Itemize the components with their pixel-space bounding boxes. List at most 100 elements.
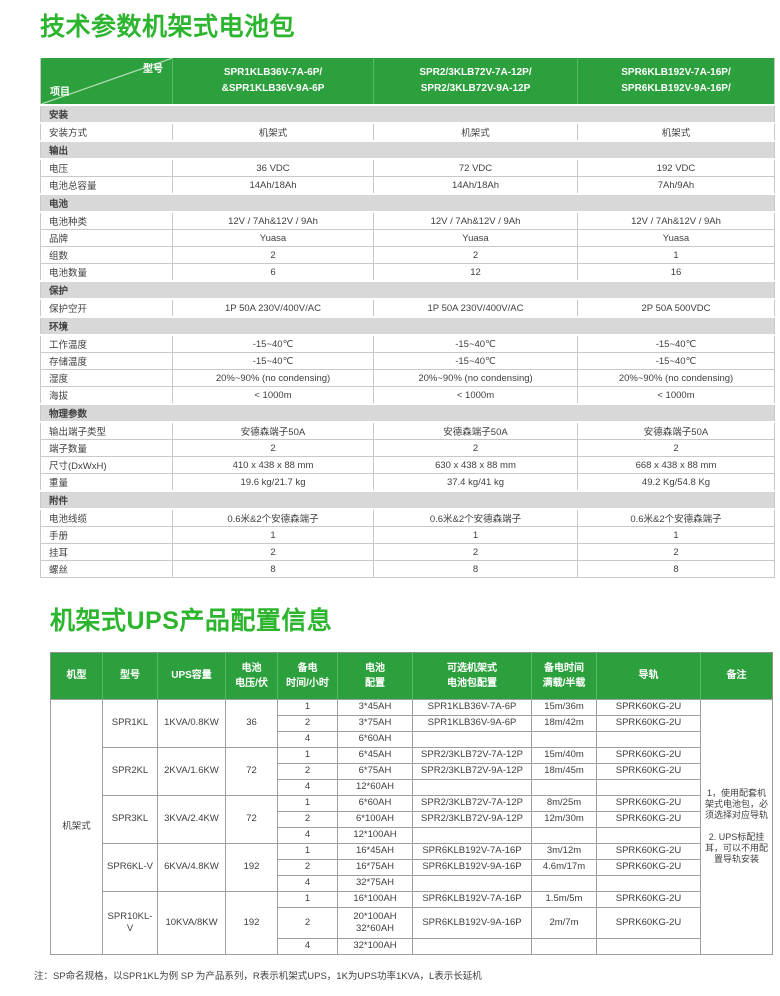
battery-config-cell: 20*100AH 32*60AH bbox=[337, 906, 413, 939]
runtime-cell bbox=[531, 778, 597, 796]
footnote: 注：SP命名规格，以SPR1KL为例 SP 为产品系列，R表示机架式UPS，1K… bbox=[34, 970, 482, 982]
spec-value-cell: 630 x 438 x 88 mm bbox=[373, 456, 578, 474]
spec-value-cell: 机架式 bbox=[172, 122, 374, 142]
spec-value-cell: 机架式 bbox=[373, 122, 578, 142]
spec-value-cell: 8 bbox=[373, 560, 578, 578]
battery-config-cell: 6*60AH bbox=[337, 794, 413, 812]
spec-value-cell: -15~40℃ bbox=[172, 334, 374, 353]
battery-config-cell: 16*100AH bbox=[337, 890, 413, 908]
backup-hours-cell: 2 bbox=[277, 810, 338, 828]
backup-hours-cell: 1 bbox=[277, 890, 338, 908]
rail-cell: SPRK60KG-2U bbox=[596, 714, 701, 732]
runtime-cell: 3m/12m bbox=[531, 842, 597, 860]
spec-row-label: 电池种类 bbox=[40, 211, 173, 230]
battery-config-cell: 16*75AH bbox=[337, 858, 413, 876]
runtime-cell: 8m/25m bbox=[531, 794, 597, 812]
config-row: SPR6KL-V 6KVA/4.8KW 192 1 16*45AH SPR6KLB192V… bbox=[51, 842, 773, 892]
backup-hours-cell: 4 bbox=[277, 826, 338, 844]
battery-voltage-cell: 192 bbox=[225, 890, 278, 955]
spec-value-cell: < 1000m bbox=[172, 386, 374, 405]
pack-config-cell: SPR1KLB36V-7A-6P bbox=[412, 698, 532, 716]
pack-config-cell: SPR2/3KLB72V-9A-12P bbox=[412, 762, 532, 780]
ups-capacity-cell: 1KVA/0.8KW bbox=[157, 698, 226, 748]
rail-cell: SPRK60KG-2U bbox=[596, 794, 701, 812]
spec-section-row: 物理参数 bbox=[40, 403, 775, 423]
spec-row-label: 电池线缆 bbox=[40, 508, 173, 527]
battery-voltage-cell: 192 bbox=[225, 842, 278, 892]
runtime-cell: 18m/42m bbox=[531, 714, 597, 732]
spec-value-cell: 安德森端子50A bbox=[172, 421, 374, 440]
spec-section-row: 环境 bbox=[40, 316, 775, 336]
spec-value-cell: 1P 50A 230V/400V/AC bbox=[373, 298, 578, 318]
spec-row-label: 挂耳 bbox=[40, 543, 173, 561]
spec-row-label: 螺丝 bbox=[40, 560, 173, 578]
config-header-voltage: 电池 电压/伏 bbox=[225, 652, 278, 699]
spec-value-cell: 2 bbox=[577, 439, 775, 457]
spec-row-label: 输出端子类型 bbox=[40, 421, 173, 440]
backup-hours-cell: 1 bbox=[277, 746, 338, 764]
battery-config-cell: 32*75AH bbox=[337, 874, 413, 892]
spec-row-label: 湿度 bbox=[40, 369, 173, 387]
backup-hours-cell: 4 bbox=[277, 937, 338, 955]
rail-cell: SPRK60KG-2U bbox=[596, 698, 701, 716]
spec-table-header: 型号 项目 SPR1KLB36V-7A-6P/ &SPR1KLB36V-9A-6… bbox=[40, 57, 775, 105]
config-header-ups-capacity: UPS容量 bbox=[157, 652, 226, 699]
ups-capacity-cell: 6KVA/4.8KW bbox=[157, 842, 226, 892]
spec-value-cell: 1 bbox=[577, 526, 775, 544]
spec-value-cell: 2 bbox=[373, 439, 578, 457]
spec-section-name: 环境 bbox=[40, 316, 775, 336]
pack-config-cell: SPR1KLB36V-9A-6P bbox=[412, 714, 532, 732]
pack-config-cell bbox=[412, 730, 532, 748]
spec-table-body: 安装 安装方式 机架式 机架式 机架式 输出 电压 36 VDC 72 VDC 192 VDC 电池… bbox=[40, 104, 775, 578]
config-row: 机架式 SPR1KL 1KVA/0.8KW 36 1 3*45AH SPR1KLB36V-7… bbox=[50, 698, 773, 955]
remarks-cell: 1，使用配套机架式电池包，必须选择对应导轨 2. UPS标配挂耳，可以不用配置导轨… bbox=[700, 698, 773, 955]
spec-row-label: 品牌 bbox=[40, 229, 173, 247]
config-table: 机型 型号 UPS容量 电池 电压/伏 备电 时间/小时 电池 配置 可选机架式… bbox=[50, 651, 773, 955]
battery-config-cell: 3*75AH bbox=[337, 714, 413, 732]
spec-row: 组数 2 2 1 bbox=[40, 246, 775, 264]
spec-value-cell: 12V / 7Ah&12V / 9Ah bbox=[172, 211, 374, 230]
spec-row-label: 保护空开 bbox=[40, 298, 173, 318]
spec-value-cell: -15~40℃ bbox=[577, 334, 775, 353]
spec-row-label: 安装方式 bbox=[40, 122, 173, 142]
corner-item-label: 项目 bbox=[50, 86, 70, 98]
machine-type-cell: 机架式 bbox=[50, 698, 103, 955]
backup-hours-cell: 1 bbox=[277, 842, 338, 860]
ups-capacity-cell: 2KVA/1.6KW bbox=[157, 746, 226, 796]
pack-config-cell: SPR2/3KLB72V-7A-12P bbox=[412, 746, 532, 764]
rail-cell: SPRK60KG-2U bbox=[596, 858, 701, 876]
spec-value-cell: 1 bbox=[373, 526, 578, 544]
rail-cell bbox=[596, 826, 701, 844]
spec-value-cell: 2P 50A 500VDC bbox=[577, 298, 775, 318]
runtime-cell: 1.5m/5m bbox=[531, 890, 597, 908]
spec-row: 螺丝 8 8 8 bbox=[40, 560, 775, 578]
runtime-cell: 15m/36m bbox=[531, 698, 597, 716]
spec-value-cell: 2 bbox=[577, 543, 775, 561]
spec-value-cell: 192 VDC bbox=[577, 158, 775, 177]
ups-capacity-cell: 10KVA/8KW bbox=[157, 890, 226, 955]
spec-value-cell: 19.6 kg/21.7 kg bbox=[172, 473, 374, 492]
backup-hours-cell: 1 bbox=[277, 698, 338, 716]
runtime-cell: 15m/40m bbox=[531, 746, 597, 764]
spec-value-cell: 37.4 kg/41 kg bbox=[373, 473, 578, 492]
spec-row-label: 存储温度 bbox=[40, 352, 173, 370]
config-header-runtime: 备电时间 满载/半载 bbox=[531, 652, 597, 699]
config-row: 2 16*75AH SPR6KLB192V-9A-16P 4.6m/17m SPRK60… bbox=[51, 858, 773, 876]
spec-value-cell: 1 bbox=[577, 246, 775, 264]
config-row: SPR2KL 2KVA/1.6KW 72 1 6*45AH SPR2/3KLB72V-7A… bbox=[51, 746, 773, 796]
spec-value-cell: 20%~90% (no condensing) bbox=[577, 369, 775, 387]
remark-note: 1，使用配套机架式电池包，必须选择对应导轨 bbox=[704, 787, 768, 821]
battery-voltage-cell: 36 bbox=[225, 698, 278, 748]
model-cell: SPR6KL-V bbox=[102, 842, 158, 892]
spec-row: 电池总容量 14Ah/18Ah 14Ah/18Ah 7Ah/9Ah bbox=[40, 176, 775, 195]
spec-section-row: 电池 bbox=[40, 193, 775, 213]
backup-hours-cell: 4 bbox=[277, 874, 338, 892]
runtime-cell bbox=[531, 937, 597, 955]
spec-section-row: 安装 bbox=[40, 104, 775, 124]
pack-config-cell: SPR6KLB192V-9A-16P bbox=[412, 858, 532, 876]
remark-note: 2. UPS标配挂耳，可以不用配置导轨安装 bbox=[704, 831, 768, 865]
config-table-body: 机架式 SPR1KL 1KVA/0.8KW 36 1 3*45AH SPR1KLB36V-7… bbox=[50, 698, 773, 955]
spec-value-cell: Yuasa bbox=[577, 229, 775, 247]
spec-row: 保护空开 1P 50A 230V/400V/AC 1P 50A 230V/400V/… bbox=[40, 298, 775, 318]
